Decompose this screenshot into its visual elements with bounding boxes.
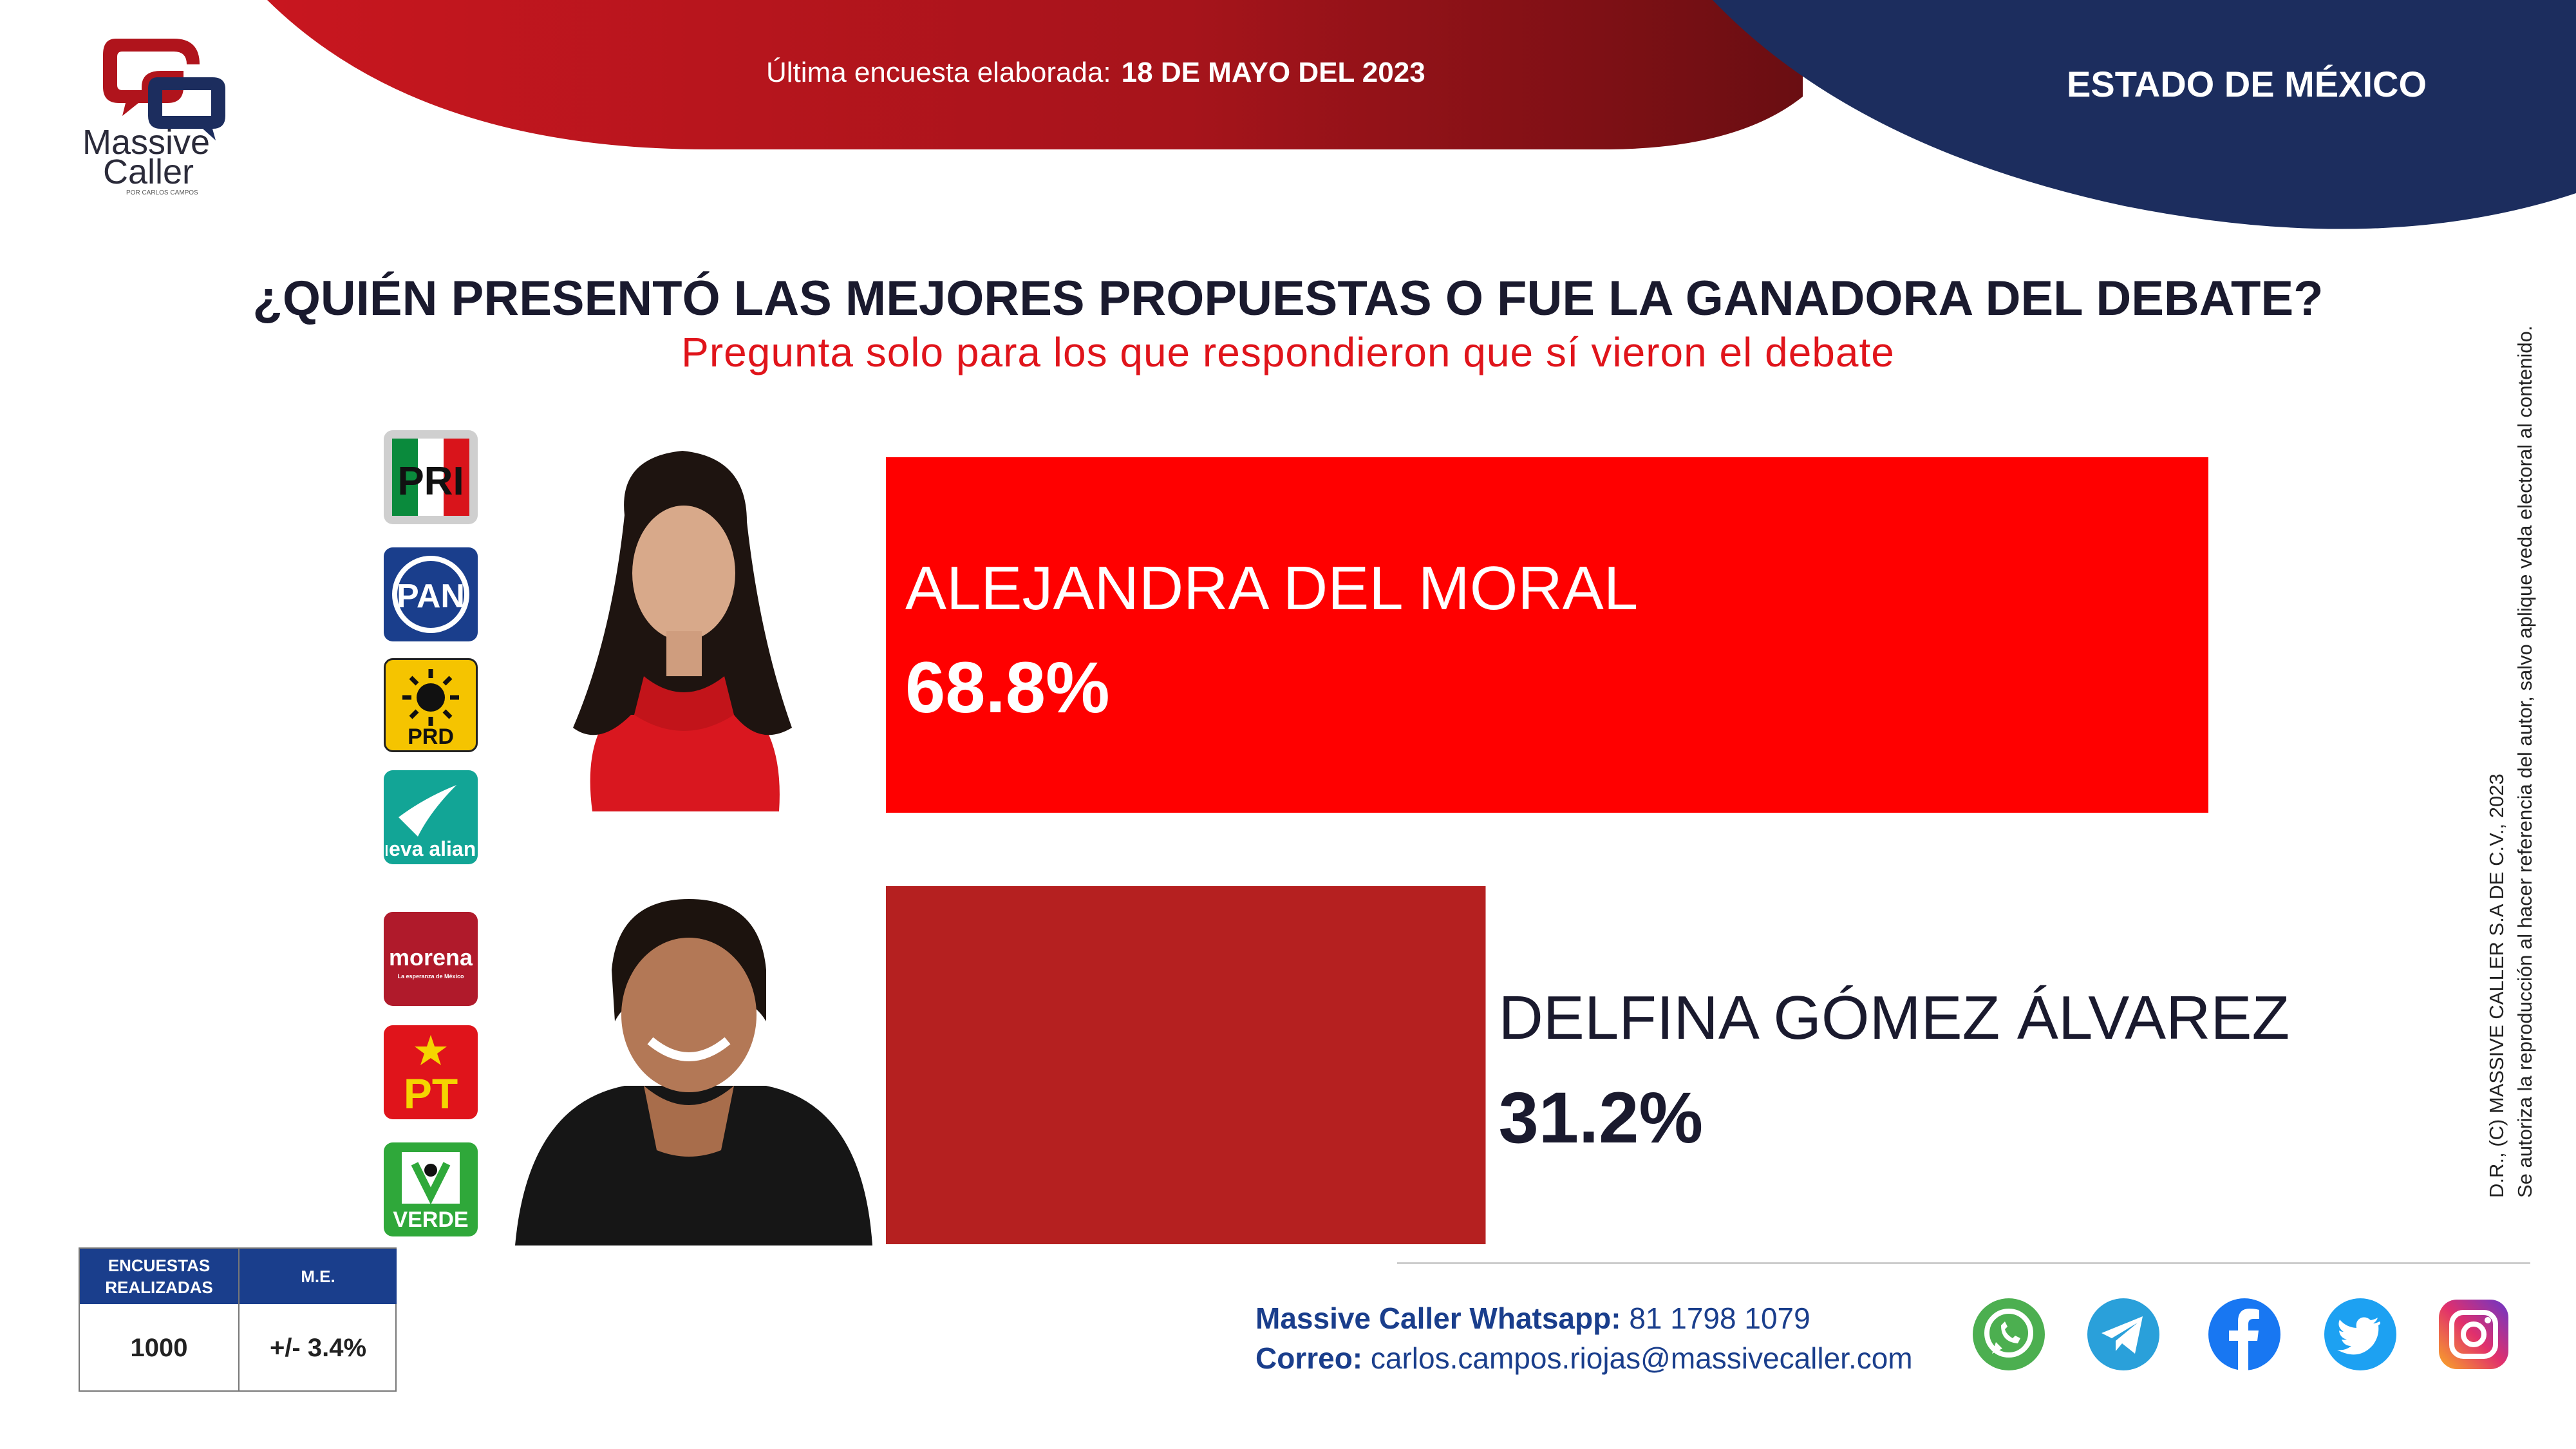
bar-value-delfina: 31.2% — [1498, 1077, 1704, 1158]
bar-label-delfina: DELFINA GÓMEZ ÁLVAREZ — [1498, 983, 2290, 1053]
facebook-icon[interactable] — [2205, 1294, 2284, 1374]
pri-logo-icon: PRI — [384, 430, 478, 524]
logo-text-line1: Massive — [82, 123, 211, 162]
verde-text: VERDE — [393, 1208, 468, 1232]
candidate-photo-delfina — [515, 899, 872, 1245]
table-value-encuestas: 1000 — [130, 1333, 188, 1362]
copyright-notice: D.R., (C) MASSIVE CALLER S.A DE C.V., 20… — [2483, 325, 2539, 1198]
question-title: ¿QUIÉN PRESENTÓ LAS MEJORES PROPUESTAS O… — [252, 271, 2324, 326]
table-header-encuestas: ENCUESTAS REALIZADAS — [80, 1249, 238, 1304]
table-header-me: M.E. — [240, 1249, 397, 1304]
table-value-me: +/- 3.4% — [269, 1333, 367, 1362]
prd-text: PRD — [408, 724, 454, 749]
contact-email: Correo: carlos.campos.riojas@massivecall… — [1255, 1341, 1913, 1375]
twitter-icon[interactable] — [2320, 1294, 2400, 1374]
instagram-icon[interactable] — [2434, 1294, 2514, 1374]
pan-logo-icon: PAN — [384, 547, 478, 641]
bar-value-alejandra: 68.8% — [905, 647, 1110, 728]
morena-tagline: La esperanza de México — [397, 973, 464, 980]
prd-logo-icon: PRD — [384, 658, 478, 752]
whatsapp-icon[interactable] — [1969, 1294, 2049, 1374]
pt-text: PT — [404, 1070, 458, 1117]
survey-date: Última encuesta elaborada: 18 DE MAYO DEL… — [766, 57, 1425, 88]
contact-whatsapp: Massive Caller Whatsapp: 81 1798 1079 — [1255, 1302, 1810, 1335]
footer-divider — [1397, 1262, 2530, 1264]
nueva-alianza-text: nueva alianza — [386, 837, 476, 860]
logo-subtext: POR CARLOS CAMPOS — [126, 189, 198, 196]
pri-text: PRI — [397, 459, 464, 504]
copyright-line2: Se autoriza la reproducción al hacer ref… — [2514, 325, 2536, 1198]
logo-text-line2: Caller — [103, 153, 194, 191]
pt-logo-icon: PT — [384, 1025, 478, 1119]
candidate-photo-alejandra — [573, 451, 792, 811]
header-background — [267, 0, 2576, 229]
telegram-icon[interactable] — [2083, 1294, 2163, 1374]
bar-alejandra — [886, 457, 2208, 813]
state-label: ESTADO DE MÉXICO — [2067, 64, 2427, 104]
bar-label-alejandra: ALEJANDRA DEL MORAL — [905, 554, 1639, 623]
bar-delfina — [886, 886, 1486, 1244]
table-divider — [238, 1249, 240, 1392]
massive-caller-logo-icon — [103, 39, 225, 140]
survey-table: ENCUESTAS REALIZADAS M.E. 1000 +/- 3.4% — [79, 1247, 397, 1392]
pan-text: PAN — [397, 578, 465, 615]
verde-logo-icon: VERDE — [384, 1142, 478, 1236]
morena-text: morena — [389, 944, 473, 971]
copyright-line1: D.R., (C) MASSIVE CALLER S.A DE C.V., 20… — [2485, 773, 2508, 1198]
morena-logo-icon: morena La esperanza de México — [384, 912, 478, 1006]
nueva-alianza-logo-icon: nueva alianza — [384, 770, 478, 864]
question-subtitle: Pregunta solo para los que respondieron … — [681, 329, 1895, 375]
